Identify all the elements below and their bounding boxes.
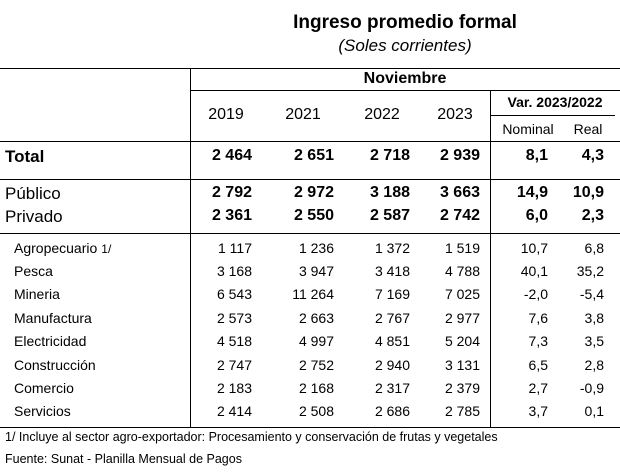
period-header: Noviembre bbox=[363, 70, 447, 87]
cell-value-2021: 2 168 bbox=[298, 380, 334, 396]
cell-var-real: 2,8 bbox=[584, 357, 604, 373]
table-bottom-border bbox=[0, 427, 620, 428]
var-underline bbox=[490, 115, 615, 116]
cell-var-real: 3,5 bbox=[584, 333, 604, 349]
cell-value-2019: 2 573 bbox=[216, 310, 252, 326]
cell-value-2022: 2 940 bbox=[374, 357, 410, 373]
cell-value-2023: 3 131 bbox=[444, 357, 480, 373]
cell-value-2022: 2 317 bbox=[374, 380, 410, 396]
cell-value-2022: 3 188 bbox=[369, 184, 410, 201]
cell-var-nominal: 7,3 bbox=[528, 333, 548, 349]
var-column-divider bbox=[490, 90, 491, 427]
table-title: Ingreso promedio formal bbox=[293, 12, 517, 33]
var-header: Var. 2023/2022 bbox=[507, 94, 603, 110]
nominal-header: Nominal bbox=[502, 121, 554, 137]
cell-var-real: 0,1 bbox=[584, 403, 604, 419]
year-header-2023: 2023 bbox=[437, 106, 473, 123]
cell-value-2022: 7 169 bbox=[374, 286, 410, 302]
top-border bbox=[0, 68, 620, 69]
cell-value-2023: 1 519 bbox=[444, 240, 480, 256]
cell-value-2019: 2 792 bbox=[211, 184, 252, 201]
row-label: Manufactura bbox=[14, 310, 92, 326]
cell-value-2021: 4 997 bbox=[298, 333, 334, 349]
cell-value-2022: 4 851 bbox=[374, 333, 410, 349]
row-label: Público bbox=[5, 184, 61, 203]
cell-var-real: 3,8 bbox=[584, 310, 604, 326]
row-label: Pesca bbox=[14, 263, 53, 279]
cell-value-2023: 2 977 bbox=[444, 310, 480, 326]
cell-var-real: 4,3 bbox=[581, 147, 604, 164]
cell-var-real: -5,4 bbox=[579, 286, 604, 302]
cell-value-2019: 1 117 bbox=[218, 240, 252, 256]
row-label: Privado bbox=[5, 207, 63, 226]
year-header-2022: 2022 bbox=[364, 106, 400, 123]
total-separator bbox=[0, 179, 620, 180]
cell-var-nominal: 40,1 bbox=[520, 263, 548, 279]
cell-value-2021: 2 651 bbox=[293, 147, 334, 164]
cell-var-nominal: 8,1 bbox=[525, 147, 548, 164]
footnote-mark: 1/ bbox=[101, 242, 112, 256]
row-label: Construcción bbox=[14, 357, 96, 373]
cell-value-2021: 2 550 bbox=[293, 207, 334, 224]
cell-var-nominal: 14,9 bbox=[516, 184, 548, 201]
cell-value-2022: 2 718 bbox=[369, 147, 410, 164]
cell-value-2023: 2 939 bbox=[439, 147, 480, 164]
cell-value-2019: 2 747 bbox=[216, 357, 252, 373]
cell-value-2023: 7 025 bbox=[444, 286, 480, 302]
cell-value-2021: 2 752 bbox=[298, 357, 334, 373]
cell-var-real: -0,9 bbox=[579, 380, 604, 396]
header-bottom-border bbox=[0, 141, 620, 142]
row-label: Servicios bbox=[14, 403, 71, 419]
cell-value-2019: 6 543 bbox=[216, 286, 252, 302]
cell-value-2019: 2 361 bbox=[211, 207, 252, 224]
row-label: Total bbox=[5, 147, 45, 166]
cell-var-real: 35,2 bbox=[576, 263, 604, 279]
cell-value-2019: 2 414 bbox=[216, 403, 252, 419]
cell-value-2022: 1 372 bbox=[374, 240, 410, 256]
cell-value-2021: 11 264 bbox=[292, 286, 334, 302]
period-underline bbox=[190, 90, 620, 91]
cell-value-2019: 3 168 bbox=[216, 263, 252, 279]
cell-var-nominal: 3,7 bbox=[528, 403, 548, 419]
year-header-2021: 2021 bbox=[285, 106, 321, 123]
cell-var-nominal: 6,0 bbox=[525, 207, 548, 224]
cell-value-2021: 3 947 bbox=[298, 263, 334, 279]
cell-value-2022: 2 686 bbox=[374, 403, 410, 419]
row-label: Comercio bbox=[14, 380, 74, 396]
cell-value-2021: 2 663 bbox=[298, 310, 334, 326]
cell-value-2022: 3 418 bbox=[374, 263, 410, 279]
real-header: Real bbox=[573, 121, 603, 137]
cell-var-real: 10,9 bbox=[572, 184, 604, 201]
cell-var-real: 2,3 bbox=[581, 207, 604, 224]
cell-value-2023: 3 663 bbox=[439, 184, 480, 201]
label-column-divider bbox=[190, 68, 191, 427]
cell-value-2021: 2 972 bbox=[293, 184, 334, 201]
cell-value-2021: 1 236 bbox=[298, 240, 334, 256]
cell-var-real: 6,8 bbox=[584, 240, 604, 256]
cell-var-nominal: -2,0 bbox=[523, 286, 548, 302]
year-header-2019: 2019 bbox=[208, 106, 244, 123]
row-label: Mineria bbox=[14, 286, 60, 302]
cell-var-nominal: 2,7 bbox=[528, 380, 548, 396]
footnote-source: Fuente: Sunat - Planilla Mensual de Pago… bbox=[5, 452, 242, 466]
cell-value-2023: 2 785 bbox=[444, 403, 480, 419]
cell-value-2023: 4 788 bbox=[444, 263, 480, 279]
row-label: Electricidad bbox=[14, 333, 87, 349]
cell-value-2021: 2 508 bbox=[298, 403, 334, 419]
cell-var-nominal: 10,7 bbox=[520, 240, 548, 256]
cell-value-2019: 4 518 bbox=[216, 333, 252, 349]
cell-value-2019: 2 183 bbox=[216, 380, 252, 396]
cell-var-nominal: 6,5 bbox=[528, 357, 548, 373]
footnote-agro: 1/ Incluye al sector agro-exportador: Pr… bbox=[5, 430, 498, 444]
cell-value-2019: 2 464 bbox=[211, 147, 252, 164]
table-subtitle: (Soles corrientes) bbox=[338, 36, 472, 55]
sector-separator bbox=[0, 233, 620, 234]
cell-var-nominal: 7,6 bbox=[528, 310, 548, 326]
cell-value-2023: 5 204 bbox=[444, 333, 480, 349]
cell-value-2022: 2 767 bbox=[374, 310, 410, 326]
row-label: Agropecuario 1/ bbox=[14, 240, 112, 256]
cell-value-2023: 2 742 bbox=[439, 207, 480, 224]
cell-value-2023: 2 379 bbox=[444, 380, 480, 396]
cell-value-2022: 2 587 bbox=[369, 207, 410, 224]
